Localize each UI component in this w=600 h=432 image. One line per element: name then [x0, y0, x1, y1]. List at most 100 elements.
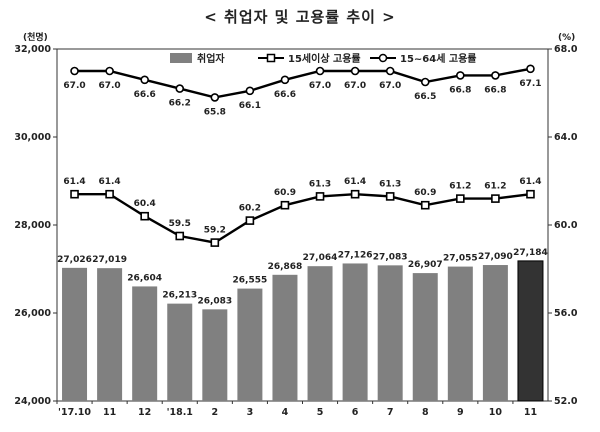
bar-value-label: 26,083	[197, 296, 232, 306]
bar-value-label: 27,064	[303, 253, 338, 263]
point-marker	[70, 66, 79, 76]
point-value-label: 66.5	[414, 92, 436, 102]
point-value-label: 59.2	[204, 226, 226, 236]
y-right-tick-label: 56.0	[554, 308, 578, 319]
point-value-label: 66.8	[449, 85, 471, 95]
bar	[132, 286, 158, 401]
x-tick-label: 2	[212, 407, 219, 418]
legend-swatch-bar	[170, 53, 192, 63]
x-tick-label: 7	[387, 407, 394, 418]
point-value-label: 60.9	[414, 188, 436, 198]
point-marker	[491, 71, 500, 80]
bar-value-label: 27,026	[57, 255, 92, 265]
y-left-tick-label: 26,000	[14, 308, 51, 319]
point-marker	[385, 66, 395, 76]
point-value-label: 66.2	[169, 99, 191, 109]
point-marker	[105, 189, 114, 199]
axes-layer: 24,000 26,000 28,000 30,000 32,000 52.0 56.0 60…	[14, 31, 578, 418]
point-marker	[385, 192, 395, 201]
point-marker	[315, 192, 325, 201]
x-tick-label: 5	[317, 407, 324, 418]
bar-value-label: 27,184	[513, 248, 548, 258]
bar-value-label: 26,555	[233, 276, 268, 286]
point-value-label: 67.0	[63, 81, 85, 91]
x-tick-label: 3	[247, 407, 254, 418]
x-tick-label: 9	[457, 407, 464, 418]
point-value-label: 59.5	[169, 219, 191, 229]
point-marker	[210, 238, 220, 247]
bars-layer	[62, 260, 544, 402]
bar	[517, 260, 544, 402]
x-tick-label: 10	[489, 407, 503, 418]
point-marker	[491, 194, 500, 203]
point-marker	[526, 189, 535, 199]
bar	[167, 303, 193, 401]
point-value-label: 60.4	[134, 199, 156, 209]
bar-value-label: 27,126	[338, 250, 373, 260]
point-marker	[140, 75, 149, 85]
point-value-label: 67.0	[344, 81, 366, 91]
lines-layer	[70, 64, 535, 247]
bar	[342, 263, 368, 401]
y-left-unit: (천명)	[23, 31, 48, 43]
labels-layer: 27,026 27,01926,60426,21326,08326,55526,8…	[57, 79, 548, 307]
point-marker	[175, 231, 185, 241]
point-value-label: 61.3	[309, 179, 331, 189]
bar	[482, 265, 508, 401]
point-value-label: 66.6	[274, 90, 296, 100]
bar	[272, 274, 298, 401]
bar	[447, 266, 473, 401]
y-left-tick-label: 30,000	[14, 132, 51, 143]
point-marker	[245, 216, 255, 225]
y-right-tick-label: 52.0	[554, 396, 578, 407]
x-tick-label: 11	[524, 407, 537, 418]
point-value-label: 61.4	[344, 177, 366, 187]
legend: 취업자 15세이상 고용률 15~64세 고용률	[170, 52, 477, 65]
bar-value-label: 26,213	[162, 291, 197, 301]
point-value-label: 61.2	[449, 182, 471, 192]
bar	[97, 268, 123, 401]
y-right-unit: (%)	[558, 33, 575, 43]
y-left-tick-label: 28,000	[14, 220, 51, 231]
legend-marker-circle	[378, 53, 388, 63]
point-value-label: 61.3	[379, 179, 401, 189]
point-value-label: 61.4	[63, 177, 85, 187]
y-right-tick-label: 68.0	[554, 44, 578, 55]
point-value-label: 66.6	[134, 90, 156, 100]
point-marker	[456, 194, 465, 203]
legend-label: 취업자	[197, 52, 225, 65]
point-value-label: 61.4	[98, 177, 120, 187]
point-marker	[420, 77, 430, 87]
point-marker	[315, 66, 325, 76]
bar	[202, 309, 228, 401]
point-value-label: 66.1	[239, 101, 261, 111]
plot-frame	[56, 48, 549, 402]
point-value-label: 67.0	[98, 81, 120, 91]
point-marker	[105, 66, 114, 76]
bar-value-label: 27,019	[92, 255, 127, 265]
point-marker	[175, 84, 185, 93]
point-value-label: 60.9	[274, 188, 296, 198]
bar	[237, 288, 263, 401]
point-marker	[280, 200, 290, 210]
point-marker	[350, 189, 360, 199]
x-tick-label: '18.1	[167, 407, 193, 418]
point-marker	[245, 86, 255, 96]
point-value-label: 67.0	[309, 81, 331, 91]
series-line	[74, 67, 531, 99]
y-right-tick-label: 60.0	[554, 220, 578, 231]
point-value-label: 61.2	[484, 182, 506, 192]
point-value-label: 66.8	[484, 85, 506, 95]
x-tick-label: 11	[103, 407, 116, 418]
point-marker	[420, 200, 430, 210]
y-left-tick-label: 24,000	[14, 396, 51, 407]
bar	[62, 267, 88, 401]
chart-title: < 취업자 및 고용률 추이 >	[204, 8, 396, 26]
x-tick-label: 8	[422, 407, 429, 418]
point-value-label: 61.4	[519, 177, 541, 187]
point-marker	[70, 189, 79, 199]
bar-value-label: 26,604	[127, 273, 162, 283]
bar-value-label: 27,083	[373, 252, 408, 262]
x-tick-label: 4	[282, 407, 289, 418]
